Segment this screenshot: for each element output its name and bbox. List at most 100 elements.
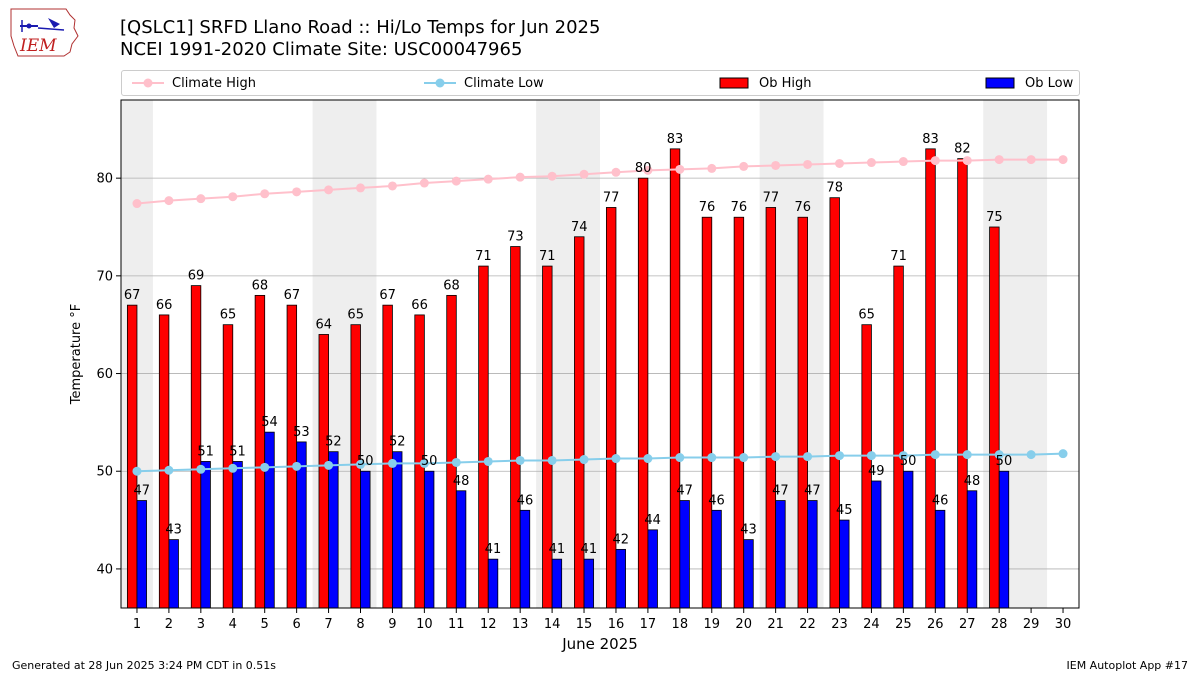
point-climate-low-day-4: [228, 463, 238, 473]
label-ob-low-day-15: 41: [581, 542, 598, 557]
x-tick-label-10: 10: [416, 617, 433, 632]
legend-label-ob-low: Ob Low: [1025, 75, 1074, 91]
x-tick-label-12: 12: [480, 617, 497, 632]
x-tick-label-23: 23: [831, 617, 848, 632]
bar-ob-high-day-21: [765, 207, 777, 609]
point-climate-high-day-16: [611, 167, 621, 177]
bar-ob-low-day-23: [839, 519, 850, 609]
label-ob-high-day-1: 67: [124, 288, 141, 303]
bar-ob-high-day-2: [158, 314, 170, 609]
point-climate-high-day-18: [675, 164, 685, 174]
label-ob-low-day-16: 42: [612, 532, 629, 547]
label-ob-high-day-21: 77: [763, 190, 780, 205]
point-climate-high-day-9: [387, 181, 397, 191]
bar-ob-low-day-20: [743, 539, 754, 609]
label-ob-low-day-28: 50: [996, 454, 1013, 469]
bar-ob-low-day-24: [871, 480, 882, 609]
bar-ob-low-day-25: [902, 470, 914, 609]
point-climate-low-day-12: [483, 456, 493, 466]
point-climate-low-day-13: [515, 455, 525, 465]
bar-ob-low-day-21: [775, 500, 786, 609]
x-tick-label-4: 4: [229, 617, 237, 632]
x-tick-label-30: 30: [1055, 617, 1072, 632]
label-ob-high-day-24: 65: [858, 308, 875, 323]
point-climate-low-day-26: [930, 450, 940, 460]
x-tick-label-18: 18: [672, 617, 689, 632]
point-climate-low-day-8: [356, 459, 365, 469]
point-climate-low-day-21: [771, 452, 781, 462]
bar-ob-high-day-9: [382, 304, 393, 609]
legend-marker-ob-high: [719, 77, 749, 89]
label-ob-low-day-24: 49: [868, 464, 885, 479]
x-tick-label-2: 2: [165, 617, 173, 632]
y-tick-label-80: 80: [96, 172, 113, 187]
point-climate-low-day-6: [292, 461, 302, 471]
bar-ob-high-day-27: [957, 158, 968, 609]
label-ob-low-day-17: 44: [644, 513, 661, 528]
x-tick-label-7: 7: [324, 617, 332, 632]
x-tick-label-14: 14: [544, 617, 561, 632]
chart-subtitle: NCEI 1991-2020 Climate Site: USC00047965: [120, 39, 523, 60]
label-ob-low-day-1: 47: [133, 484, 150, 499]
y-tick-label-60: 60: [96, 367, 113, 382]
y-axis-ticks: 40 50 60 70 80: [96, 172, 121, 577]
label-ob-high-day-7: 64: [316, 317, 333, 332]
point-climate-high-day-14: [547, 171, 557, 181]
line-climate-low: [136, 452, 1064, 473]
label-ob-high-day-15: 74: [571, 220, 588, 235]
bar-ob-high-day-7: [318, 334, 329, 609]
point-climate-low-day-18: [675, 453, 685, 463]
label-ob-low-day-9: 52: [389, 435, 406, 450]
bar-value-labels: 67 66 69 65 68 67 64 65 67 66 68 71 73 71 74 77 80 83 76 76…: [124, 132, 1012, 557]
point-climate-high-day-3: [196, 194, 206, 204]
label-ob-high-day-27: 82: [954, 142, 971, 157]
label-ob-high-day-3: 69: [188, 269, 205, 284]
bar-ob-high-day-25: [893, 265, 904, 609]
label-ob-low-day-8: 50: [357, 454, 374, 469]
bar-ob-high-day-1: [126, 304, 138, 609]
label-ob-high-day-18: 83: [667, 132, 684, 147]
x-tick-label-20: 20: [735, 617, 752, 632]
bar-ob-low-day-18: [679, 500, 690, 609]
x-tick-label-24: 24: [863, 617, 880, 632]
bar-ob-high-day-22: [797, 216, 808, 609]
label-ob-low-day-10: 50: [421, 454, 438, 469]
bar-ob-high-day-26: [925, 148, 936, 609]
legend-label-ob-high: Ob High: [759, 75, 812, 91]
point-climate-high-day-30: [1058, 155, 1068, 165]
point-climate-high-day-26: [930, 156, 940, 166]
point-climate-high-day-5: [260, 189, 270, 199]
x-tick-label-11: 11: [448, 617, 465, 632]
label-ob-high-day-26: 83: [922, 132, 939, 147]
y-tick-label-40: 40: [96, 562, 113, 577]
bar-ob-low-day-27: [966, 490, 978, 609]
legend: Climate High Climate Low Ob High Ob Low: [121, 70, 1080, 96]
y-axis-label: Temperature °F: [69, 304, 84, 405]
x-tick-label-5: 5: [261, 617, 269, 632]
point-climate-high-day-2: [164, 196, 174, 206]
point-climate-low-day-11: [451, 457, 461, 467]
bar-ob-low-day-16: [615, 548, 626, 609]
point-climate-low-day-22: [803, 452, 813, 462]
bar-ob-low-day-3: [200, 461, 211, 609]
point-climate-low-day-25: [898, 451, 908, 461]
label-ob-low-day-4: 51: [229, 444, 246, 459]
point-climate-low-day-15: [579, 455, 589, 465]
x-axis-ticks: 1 2 3 4 5 6 7 8 9 10 11 12 13 14 15 16 17 18 19 20 21 22 23 24 2…: [133, 608, 1071, 632]
bar-ob-high-day-19: [701, 216, 713, 609]
label-ob-low-day-27: 48: [964, 474, 981, 489]
x-tick-label-25: 25: [895, 617, 912, 632]
label-ob-high-day-20: 76: [731, 200, 748, 215]
label-ob-low-day-22: 47: [804, 484, 821, 499]
x-tick-label-16: 16: [608, 617, 625, 632]
x-tick-label-9: 9: [388, 617, 396, 632]
label-ob-high-day-2: 66: [156, 298, 173, 313]
x-tick-label-15: 15: [576, 617, 593, 632]
x-tick-label-19: 19: [703, 617, 720, 632]
point-climate-high-day-10: [419, 178, 429, 188]
point-climate-low-day-5: [260, 462, 270, 472]
label-ob-low-day-21: 47: [772, 484, 789, 499]
point-climate-high-day-21: [771, 160, 781, 170]
point-climate-low-day-19: [707, 453, 717, 463]
legend-label-climate-low: Climate Low: [464, 75, 544, 91]
